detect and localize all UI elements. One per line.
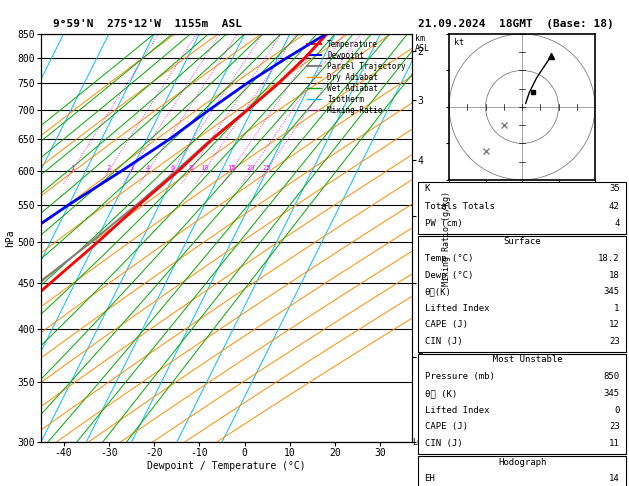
Text: 11: 11 [609, 439, 620, 448]
Text: 23: 23 [609, 337, 620, 346]
Text: CAPE (J): CAPE (J) [425, 422, 467, 431]
Text: 42: 42 [609, 202, 620, 211]
Text: km
ASL: km ASL [415, 34, 430, 53]
Text: 3: 3 [130, 165, 133, 171]
Text: CIN (J): CIN (J) [425, 337, 462, 346]
Y-axis label: hPa: hPa [5, 229, 15, 247]
Text: Dewp (°C): Dewp (°C) [425, 271, 473, 279]
Text: 1: 1 [615, 304, 620, 313]
Text: EH: EH [425, 474, 435, 484]
Text: 0: 0 [615, 405, 620, 415]
Text: 14: 14 [609, 474, 620, 484]
Text: K: K [425, 184, 430, 193]
Text: Hodograph: Hodograph [498, 457, 546, 467]
Text: Pressure (mb): Pressure (mb) [425, 372, 494, 381]
Text: θᴇ (K): θᴇ (K) [425, 389, 457, 398]
Text: 10: 10 [201, 165, 209, 171]
Text: Surface: Surface [503, 237, 541, 246]
Text: 9°59'N  275°12'W  1155m  ASL: 9°59'N 275°12'W 1155m ASL [53, 19, 242, 29]
Text: Lifted Index: Lifted Index [425, 304, 489, 313]
Text: 35: 35 [609, 184, 620, 193]
Text: 345: 345 [603, 389, 620, 398]
Text: Temp (°C): Temp (°C) [425, 254, 473, 263]
Text: 15: 15 [227, 165, 235, 171]
Text: Most Unstable: Most Unstable [482, 355, 562, 364]
Text: 12: 12 [609, 320, 620, 330]
Text: 21.09.2024  18GMT  (Base: 18): 21.09.2024 18GMT (Base: 18) [418, 19, 614, 29]
Text: 4: 4 [615, 219, 620, 228]
Text: PW (cm): PW (cm) [425, 219, 462, 228]
Text: 25: 25 [262, 165, 270, 171]
Text: CAPE (J): CAPE (J) [425, 320, 467, 330]
Text: 345: 345 [603, 287, 620, 296]
Text: 2: 2 [107, 165, 111, 171]
Text: Lifted Index: Lifted Index [425, 405, 489, 415]
Text: 8: 8 [188, 165, 192, 171]
Text: Totals Totals: Totals Totals [425, 202, 494, 211]
Text: 4: 4 [146, 165, 150, 171]
Text: 23: 23 [609, 422, 620, 431]
Text: θᴇ(K): θᴇ(K) [425, 287, 452, 296]
Text: 20: 20 [247, 165, 255, 171]
Text: CIN (J): CIN (J) [425, 439, 462, 448]
Legend: Temperature, Dewpoint, Parcel Trajectory, Dry Adiabat, Wet Adiabat, Isotherm, Mi: Temperature, Dewpoint, Parcel Trajectory… [305, 38, 408, 117]
Text: kt: kt [454, 38, 464, 48]
X-axis label: Dewpoint / Temperature (°C): Dewpoint / Temperature (°C) [147, 461, 306, 470]
Text: 850: 850 [603, 372, 620, 381]
Text: LCL: LCL [412, 438, 427, 447]
Text: Mixing Ratio (g/kg): Mixing Ratio (g/kg) [442, 191, 451, 286]
Text: 1: 1 [70, 165, 74, 171]
Text: 18.2: 18.2 [598, 254, 620, 263]
Text: 18: 18 [609, 271, 620, 279]
Text: 6: 6 [170, 165, 175, 171]
